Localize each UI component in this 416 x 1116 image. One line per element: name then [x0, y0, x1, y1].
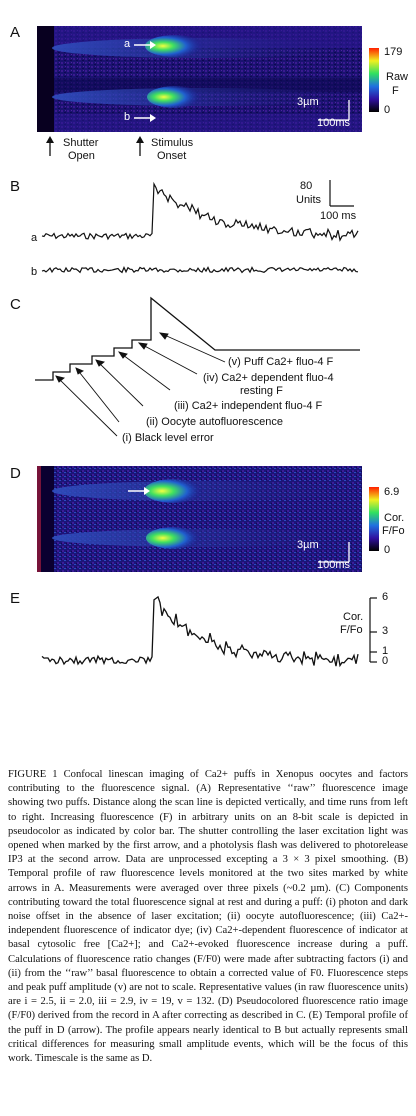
panel-e-tick-0: 0 [382, 655, 389, 667]
stimulus-arrow-icon [136, 136, 144, 156]
caption-body: (A) Representative ‘‘raw’’ fluorescence … [8, 783, 408, 1065]
panel-b-trace-b-label: b [31, 266, 38, 278]
panel-d-colorbar-label-2: F/Fo [382, 525, 405, 537]
panel-a-colorbar [369, 48, 379, 112]
panel-b-trace-a [41, 181, 359, 242]
panel-d-ratio-image [37, 466, 362, 572]
arrow-b-icon [134, 114, 156, 122]
panel-b-scale-time: 100 ms [320, 210, 357, 222]
panel-e-axis-label-1: Cor. [343, 611, 364, 623]
panel-b-scale-value: 80 [300, 180, 313, 192]
panel-c-label-iv-line-2: resting F [240, 385, 283, 397]
panel-a-letter: A [10, 24, 21, 41]
panel-e-letter: E [10, 590, 21, 607]
panel-e-axis [369, 597, 377, 663]
panel-d-colorbar [369, 487, 379, 551]
panel-e-tick-6: 6 [382, 591, 389, 603]
panel-b-trace-a-label: a [31, 232, 38, 244]
panel-b-traces [41, 181, 359, 274]
panel-c-label-v: (v) Puff Ca2+ fluo-4 F [228, 356, 334, 368]
arrow-a-icon [134, 41, 156, 49]
panel-a-colorbar-max: 179 [384, 46, 403, 58]
panel-a-heatmap-svg [37, 26, 362, 132]
panel-d-colorbar-min: 0 [384, 544, 391, 556]
panel-e-trace-svg [41, 595, 359, 668]
panel-d-dark-band [37, 466, 54, 572]
shutter-arrow-icon [46, 136, 54, 156]
panel-a-scale-space: 3µm [297, 96, 319, 108]
panel-c-label-ii: (ii) Oocyte autofluorescence [146, 416, 283, 428]
panel-c-label-i: (i) Black level error [122, 432, 214, 444]
shutter-label-line-1: Shutter [63, 137, 99, 149]
stimulus-label-line-2: Onset [157, 150, 187, 162]
panel-e-tick-3: 3 [382, 625, 389, 637]
panel-d-letter: D [10, 465, 21, 482]
figure-caption: FIGURE 1 Confocal linescan imaging of Ca… [8, 768, 408, 1066]
panel-c-diagram [35, 296, 360, 437]
panel-a-colorbar-min: 0 [384, 104, 391, 116]
panel-a-arrow-a-label: a [124, 38, 131, 50]
stimulus-label-line-1: Stimulus [151, 137, 194, 149]
panel-b-letter: B [10, 178, 21, 195]
panel-a-scale-time: 100ms [317, 117, 351, 129]
panel-d-scale-time: 100ms [317, 559, 351, 571]
panel-d-scale-space: 3µm [297, 539, 319, 551]
panel-c-staircase [35, 296, 360, 381]
panel-a-scale-bar [318, 100, 350, 121]
panel-e-trace [41, 595, 359, 668]
panel-e-tick-1: 1 [382, 645, 389, 657]
panel-b-scale-bar [329, 180, 354, 207]
panel-c-label-iii: (iii) Ca2+ independent fluo-4 F [174, 400, 323, 412]
panel-a-linescan-image [37, 26, 362, 132]
panel-d-scale-bar [318, 542, 350, 563]
panel-c-letter: C [10, 296, 21, 313]
panel-e-axis-label-2: F/Fo [340, 624, 363, 636]
panel-d-colorbar-max: 6.9 [384, 486, 400, 498]
panel-a-dark-band [37, 26, 54, 132]
panel-d-heatmap-svg [37, 466, 362, 572]
shutter-label-line-2: Open [68, 150, 95, 162]
panel-c-label-iv-line-1: (iv) Ca2+ dependent fluo-4 [203, 372, 334, 384]
panel-b-trace-b [41, 266, 359, 274]
caption-lead: FIGURE 1 Confocal linescan imaging of Ca… [8, 769, 408, 795]
panel-a-colorbar-label-2: F [392, 85, 399, 97]
panel-a-colorbar-label-1: Raw [386, 71, 409, 83]
panel-a-arrow-b-label: b [124, 111, 131, 123]
panel-b-scale-units: Units [296, 194, 322, 206]
panel-d-colorbar-label-1: Cor. [384, 512, 405, 524]
panel-d-arrow-icon [128, 487, 150, 495]
